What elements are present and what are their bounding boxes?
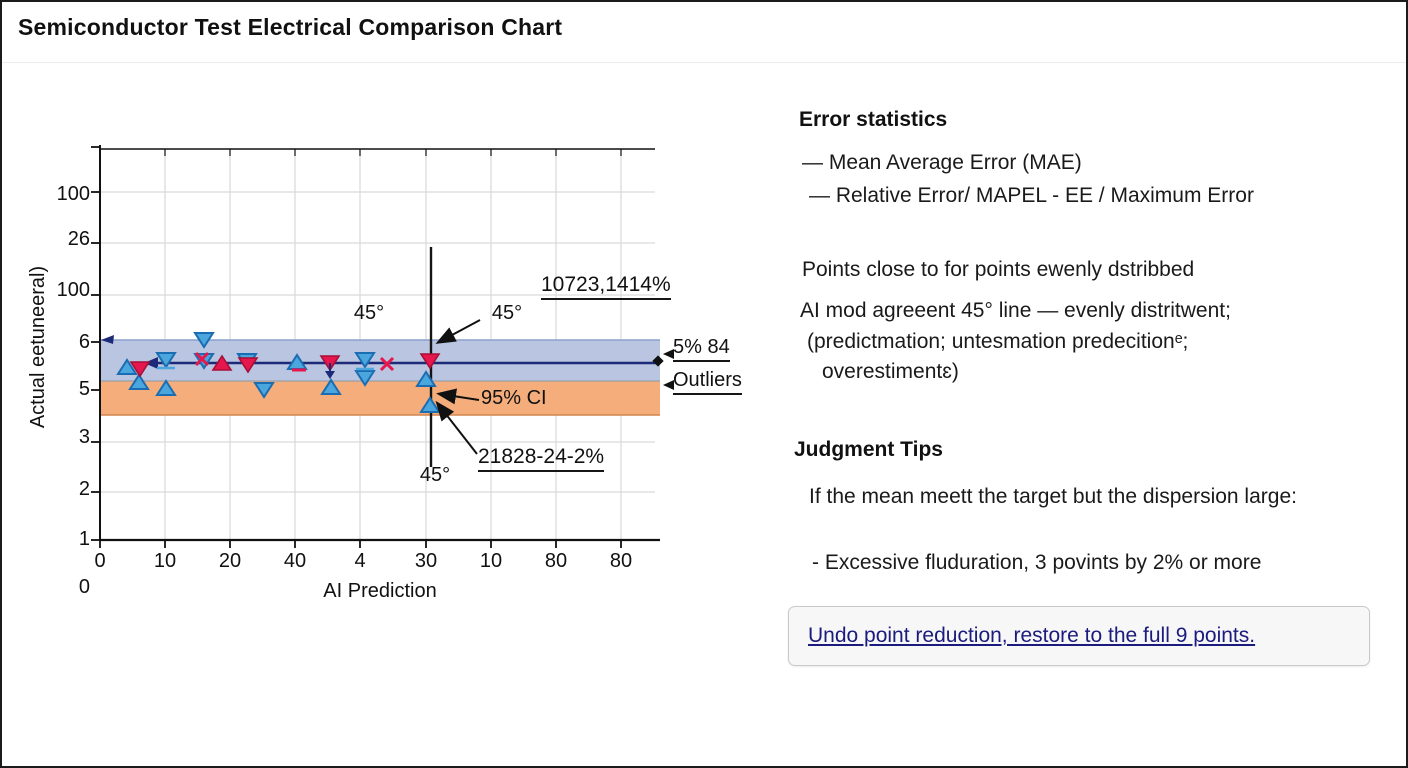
title-divider xyxy=(2,62,1406,63)
angle-45-left-label: 45° xyxy=(353,302,385,324)
y-tick-label: 6 xyxy=(78,331,90,353)
points-distribution-text: Points close to for points ewenly dstrib… xyxy=(802,258,1195,281)
percent-annotation-bottom: 21828-24-2% xyxy=(478,445,605,472)
x-axis-title: AI Prediction xyxy=(323,580,437,602)
error-item-mae: — Mean Average Error (MAE) xyxy=(802,151,1082,174)
scatter-plot xyxy=(91,145,674,548)
x-tick-label: 20 xyxy=(218,550,242,572)
agreement-line-text-2: (predictmation; untesmation predecitionᵉ… xyxy=(807,330,1189,353)
agreement-line-text-3: overestimentɛ) xyxy=(822,360,959,383)
agreement-line-text-1: AI mod agreeent 45° line — evenly distri… xyxy=(800,299,1231,322)
page-title: Semiconductor Test Electrical Comparison… xyxy=(18,14,563,40)
x-tick-label: 30 xyxy=(414,550,438,572)
angle-45-right-label: 45° xyxy=(491,302,523,324)
y-tick-label: 1 xyxy=(78,528,90,550)
outliers-label: Outliers xyxy=(673,369,742,395)
y-tick-label: 3 xyxy=(78,426,90,448)
x-tick-label: 4 xyxy=(354,550,366,572)
y-tick-label: 5 xyxy=(78,378,90,400)
confidence-interval-label: 95% CI xyxy=(481,387,547,409)
band-label-5pct: 5% 84 xyxy=(673,336,730,362)
x-tick-label: 0 xyxy=(94,550,106,572)
x-tick-label: 80 xyxy=(609,550,633,572)
y-tick-label: 2 xyxy=(78,478,90,500)
undo-button-label: Undo point reduction, restore to the ful… xyxy=(808,624,1256,647)
x-tick-label: 10 xyxy=(153,550,177,572)
judgment-tips-heading: Judgment Tips xyxy=(794,438,943,461)
y-tick-label: 0 xyxy=(78,576,90,598)
x-tick-label: 10 xyxy=(479,550,503,572)
error-item-relative: — Relative Error/ MAPEL - EE / Maximum E… xyxy=(809,184,1254,207)
comparison-chart: AI Prediction Actual eetuneeral) 45° 45°… xyxy=(2,62,782,702)
y-tick-label: 26 xyxy=(67,228,90,250)
y-tick-label: 100 xyxy=(56,183,90,205)
y-tick-label: 100 xyxy=(56,279,90,301)
percent-annotation-top: 10723,1414% xyxy=(541,273,671,300)
x-tick-label: 40 xyxy=(283,550,307,572)
angle-45-bottom-label: 45° xyxy=(419,464,451,486)
judgment-tip-bullet: - Excessive fluduration, 3 povints by 2%… xyxy=(812,551,1262,574)
judgment-tip-line: If the mean meett the target but the dis… xyxy=(809,485,1297,508)
info-panel: Error statistics — Mean Average Error (M… xyxy=(782,62,1406,766)
error-statistics-heading: Error statistics xyxy=(799,108,948,131)
undo-point-reduction-button[interactable]: Undo point reduction, restore to the ful… xyxy=(788,606,1370,666)
x-tick-label: 80 xyxy=(544,550,568,572)
